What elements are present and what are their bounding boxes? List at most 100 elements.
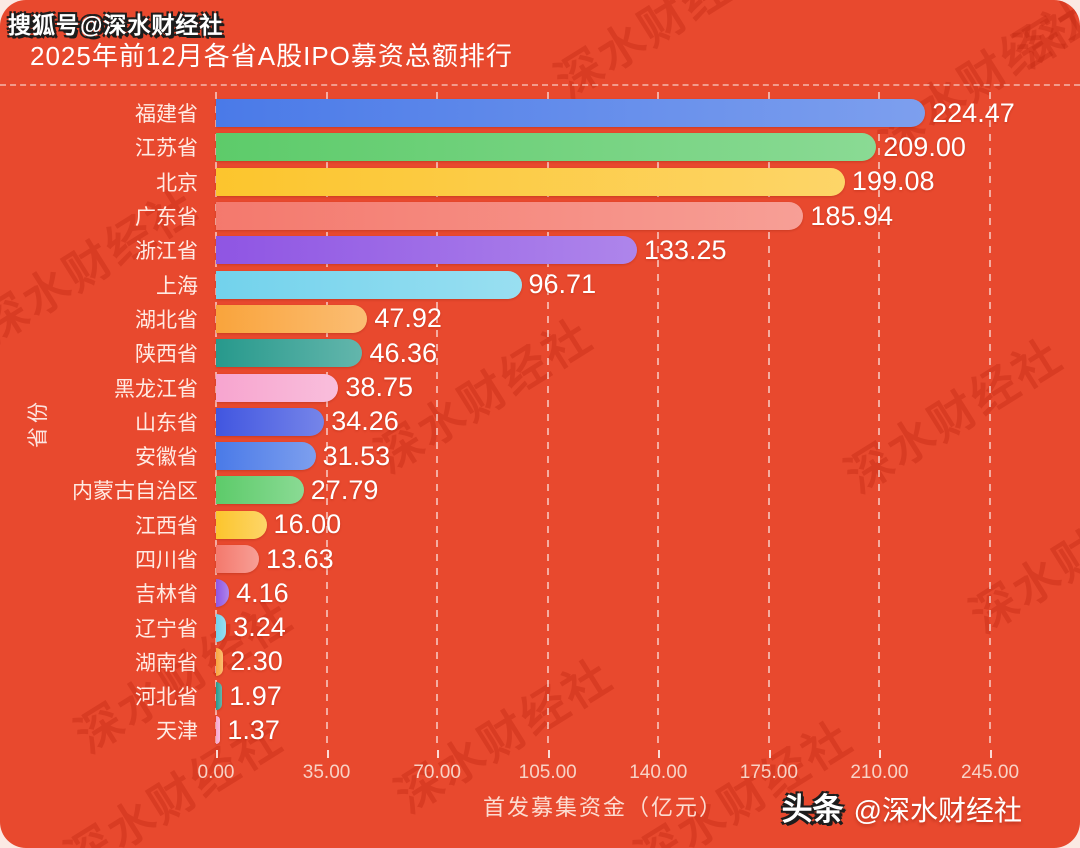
value-label: 46.36 xyxy=(369,337,438,368)
category-label: 辽宁省 xyxy=(135,617,198,641)
axis-tick xyxy=(437,750,440,758)
value-label: 224.47 xyxy=(932,97,1015,128)
value-label: 2.30 xyxy=(230,646,283,677)
axis-tick xyxy=(326,750,329,758)
bar xyxy=(216,716,221,745)
watermark-text: 深水财经社 xyxy=(1001,0,1080,81)
bar-track: 27.79 xyxy=(216,473,990,507)
axis-tick xyxy=(768,750,771,758)
category-label: 河北省 xyxy=(135,686,198,710)
category-label: 山东省 xyxy=(135,411,198,435)
gridline xyxy=(989,92,991,750)
bar-row: 北京 199.08 xyxy=(0,165,1080,199)
category-label: 北京 xyxy=(156,171,198,195)
bar-row: 湖南省 2.30 xyxy=(0,645,1080,679)
x-tick-label: 140.00 xyxy=(629,762,688,783)
value-label: 27.79 xyxy=(310,474,379,505)
axis-tick xyxy=(658,750,661,758)
bar xyxy=(216,167,845,196)
bar-row: 山东省 34.26 xyxy=(0,405,1080,439)
bar xyxy=(216,236,637,265)
bar xyxy=(216,202,804,231)
value-label: 1.97 xyxy=(229,680,282,711)
x-tick-label: 70.00 xyxy=(413,762,461,783)
bar-track: 3.24 xyxy=(216,610,990,644)
brand-handle: @深水财经社 xyxy=(853,795,1022,826)
bar-row: 湖北省 47.92 xyxy=(0,302,1080,336)
gridline xyxy=(767,92,770,750)
category-label: 内蒙古自治区 xyxy=(72,480,198,504)
axis-tick xyxy=(216,750,218,758)
category-label: 福建省 xyxy=(135,103,198,127)
x-axis-title: 首发募集资金（亿元） xyxy=(482,795,723,820)
y-axis-title: 省份 xyxy=(27,398,50,448)
x-tick-label: 245.00 xyxy=(960,762,1020,783)
gridline xyxy=(878,92,881,750)
bar-track: 96.71 xyxy=(216,267,990,301)
bar xyxy=(216,270,522,299)
value-label: 34.26 xyxy=(331,406,399,437)
bar xyxy=(216,304,368,333)
x-tick-label: 175.00 xyxy=(739,762,798,783)
gridline xyxy=(325,92,328,750)
value-label: 13.63 xyxy=(266,543,334,574)
bar-row: 内蒙古自治区 27.79 xyxy=(0,473,1080,507)
toutiao-logo-text: 头条 xyxy=(781,792,844,827)
category-label: 黑龙江省 xyxy=(114,377,198,401)
x-tick-label: 0.00 xyxy=(197,762,235,783)
bar-row: 上海 96.71 xyxy=(0,267,1080,301)
x-tick-label: 105.00 xyxy=(518,762,577,783)
bar-row: 天津 1.37 xyxy=(0,713,1080,747)
value-label: 133.25 xyxy=(643,234,727,265)
x-tick-label: 35.00 xyxy=(302,762,351,783)
value-label: 31.53 xyxy=(322,440,391,471)
bar-row: 广东省 185.94 xyxy=(0,199,1080,233)
category-label: 四川省 xyxy=(135,549,198,572)
toutiao-brand: 头条 @深水财经社 xyxy=(782,784,1022,829)
bar-rows: 福建省 224.47 江苏省 209.00 北京 199.08 广东省 185.94 浙江省 13… xyxy=(0,96,1080,748)
bar xyxy=(216,579,230,608)
bar-track: 209.00 xyxy=(216,130,990,164)
bar-track: 199.08 xyxy=(216,165,990,199)
chart-title: 2025年前12月各省A股IPO募资总额排行 xyxy=(30,41,513,71)
bar-row: 安徽省 31.53 xyxy=(0,439,1080,473)
category-label: 湖南省 xyxy=(135,651,198,675)
value-label: 209.00 xyxy=(883,131,966,162)
bar-row: 浙江省 133.25 xyxy=(0,233,1080,267)
bar-row: 江西省 16.00 xyxy=(0,508,1080,542)
value-label: 38.75 xyxy=(345,372,413,403)
category-label: 安徽省 xyxy=(135,446,198,470)
bar-row: 河北省 1.97 xyxy=(0,679,1080,713)
bar xyxy=(216,339,363,368)
bar-track: 13.63 xyxy=(216,542,990,576)
bar-track: 224.47 xyxy=(216,96,1015,130)
bar-track: 38.75 xyxy=(216,370,990,404)
category-label: 上海 xyxy=(156,274,198,298)
value-label: 4.16 xyxy=(236,577,289,608)
value-label: 16.00 xyxy=(273,509,342,540)
gridline xyxy=(546,92,549,750)
category-label: 吉林省 xyxy=(135,583,198,607)
bar xyxy=(216,682,223,711)
category-label: 湖北省 xyxy=(135,308,198,332)
x-axis-ticks xyxy=(216,750,992,758)
axis-tick xyxy=(990,750,992,758)
header-divider xyxy=(0,84,1080,86)
bar-row: 黑龙江省 38.75 xyxy=(0,370,1080,404)
bar-row: 辽宁省 3.24 xyxy=(0,610,1080,644)
category-label: 广东省 xyxy=(135,206,198,230)
bar-track: 4.16 xyxy=(216,576,990,610)
bar xyxy=(216,99,926,128)
sohu-account-badge: 搜狐号@深水财经社 xyxy=(8,12,224,38)
bar-track: 133.25 xyxy=(216,233,990,267)
bar xyxy=(216,476,304,505)
value-label: 199.08 xyxy=(851,166,935,197)
category-label: 江苏省 xyxy=(135,137,198,161)
value-label: 47.92 xyxy=(374,303,442,334)
bar xyxy=(216,442,316,471)
category-label: 天津 xyxy=(156,720,198,744)
bar-track: 16.00 xyxy=(216,508,990,542)
bar-track: 1.37 xyxy=(216,713,990,747)
bar-track: 31.53 xyxy=(216,439,990,473)
bar xyxy=(216,373,339,402)
